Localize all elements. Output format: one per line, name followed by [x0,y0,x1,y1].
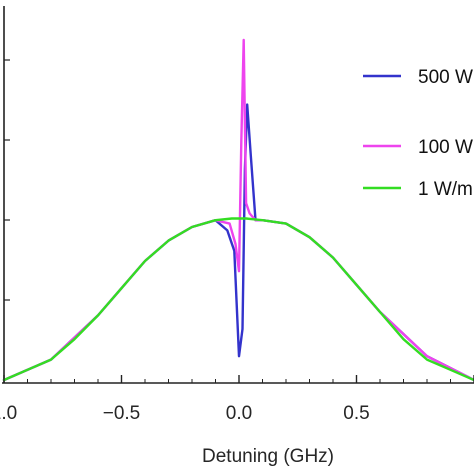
series-layer [2,38,474,382]
x-tick-label: 0.0 [226,403,252,424]
series-line-2 [2,38,474,382]
x-axis-title: Detuning (GHz) [202,446,334,467]
x-tick-label: −0.5 [103,403,141,424]
legend-label-1: 500 W [418,67,473,88]
series-line-3 [2,217,474,382]
x-tick-label: 0.5 [343,403,369,424]
plot-frame [2,6,474,384]
legend-label-2: 100 W [418,137,473,158]
x-axis-ticks: 1.0 −0.5 0.0 0.5 [0,59,474,424]
x-tick-label: 1.0 [0,403,17,424]
legend: 500 W 100 W 1 W/m [363,67,473,200]
legend-label-3: 1 W/m [418,179,473,200]
